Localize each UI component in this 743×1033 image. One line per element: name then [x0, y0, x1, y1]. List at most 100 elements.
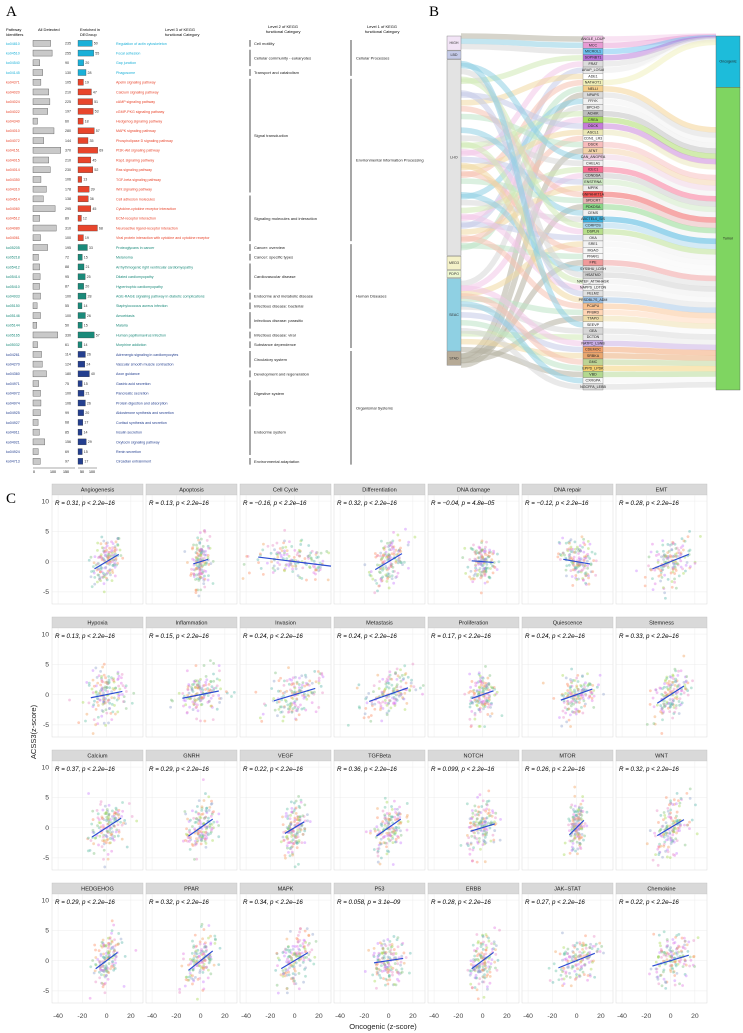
scatter-point — [379, 551, 383, 555]
enriched-value: 26 — [87, 314, 91, 318]
enriched-bar — [77, 370, 90, 377]
panel-a-kegg-table: Pathway Identifiers All Detected Enriche… — [6, 24, 424, 474]
scatter-point — [99, 579, 102, 582]
scatter-point — [679, 823, 683, 827]
scatter-point — [96, 697, 100, 701]
pathway-row: ko05410 87 20 Hypertrophic cardiomyopathy — [6, 283, 163, 290]
scatter-point — [85, 681, 89, 684]
scatter-point — [480, 557, 483, 561]
scatter-point — [204, 841, 208, 845]
scatter-point — [272, 564, 276, 568]
scatter-point — [571, 562, 575, 566]
scatter-point — [564, 692, 567, 695]
sankey-gene-label: NELLI — [588, 87, 598, 91]
scatter-point — [571, 808, 575, 811]
scatter-point — [661, 586, 665, 590]
facet-title: JAK–STAT — [554, 887, 581, 893]
scatter-point — [467, 691, 471, 695]
scatter-point — [479, 954, 483, 958]
scatter-point — [487, 936, 490, 940]
scatter-point — [93, 582, 97, 586]
scatter-point — [104, 550, 108, 554]
scatter-point — [574, 710, 578, 714]
scatter-point — [475, 704, 479, 708]
scatter-point — [282, 705, 286, 709]
scatter-point — [297, 794, 301, 798]
scatter-point — [256, 558, 260, 562]
scatter-point — [385, 812, 389, 815]
scatter-point — [209, 696, 213, 700]
scatter-point — [567, 965, 571, 969]
scatter-point — [276, 550, 280, 554]
scatter-point — [279, 553, 283, 557]
scatter-point — [278, 563, 282, 567]
scatter-point — [112, 696, 116, 700]
pathway-id: ko05414 — [6, 275, 20, 279]
header-enriched-2: DEGroup — [80, 32, 97, 37]
scatter-point — [577, 552, 580, 555]
scatter-point — [192, 575, 196, 578]
facet-plot-area — [145, 893, 238, 1004]
scatter-point — [476, 813, 479, 816]
scatter-point — [394, 693, 398, 697]
scatter-point — [314, 710, 318, 714]
header-all-detected: All Detected — [38, 27, 60, 32]
scatter-point — [99, 554, 103, 558]
scatter-point — [377, 570, 381, 574]
scatter-point — [201, 545, 205, 548]
scatter-point — [97, 843, 100, 847]
scatter-point — [289, 823, 293, 826]
scatter-point — [477, 810, 481, 814]
pathway-id: ko04540 — [6, 61, 20, 65]
scatter-point — [480, 554, 483, 558]
scatter-point — [100, 687, 104, 691]
enriched-bar — [77, 166, 94, 173]
scatter-point — [284, 948, 288, 952]
scatter-point — [487, 575, 491, 579]
scatter-point — [116, 710, 120, 714]
scatter-point — [104, 833, 108, 837]
pathway-id: ko04974 — [6, 401, 20, 405]
scatter-point — [195, 564, 199, 568]
scatter-point — [110, 550, 113, 553]
sankey-gene-label: MPRK — [588, 186, 599, 190]
scatter-point — [294, 564, 298, 568]
scatter-point — [578, 563, 582, 567]
pathway-id: ko04350 — [6, 178, 20, 182]
scatter-point — [471, 811, 475, 815]
scatter-point — [685, 791, 689, 795]
scatter-point — [594, 559, 598, 563]
scatter-point — [197, 578, 201, 582]
scatter-point — [207, 546, 211, 550]
scatter-point — [194, 555, 198, 559]
scatter-point — [113, 958, 117, 961]
scatter-point — [115, 698, 119, 702]
scatter-point — [576, 561, 580, 565]
scatter-point — [475, 681, 479, 685]
enriched-value: 50 — [94, 42, 98, 46]
scatter-point — [685, 561, 689, 564]
scatter-point — [110, 696, 114, 700]
scatter-point — [102, 691, 105, 695]
header-level2-2: functional Category — [266, 29, 300, 34]
scatter-point — [685, 675, 689, 678]
scatter-point — [204, 569, 208, 573]
scatter-point — [474, 564, 478, 568]
scatter-point — [484, 665, 487, 668]
scatter-point — [198, 567, 202, 571]
scatter-point — [198, 568, 202, 572]
enriched-bar — [77, 195, 89, 203]
scatter-point — [405, 828, 409, 832]
scatter-point — [385, 703, 389, 707]
scatter-point — [283, 698, 287, 702]
scatter-point — [286, 710, 290, 714]
level2-label: Development and regeneration — [254, 371, 309, 376]
scatter-point — [573, 566, 577, 570]
sankey-link-left — [460, 43, 584, 55]
pathway-row: ko04971 75 15 Gastric acid secretion — [6, 380, 151, 387]
scatter-point — [473, 569, 477, 573]
sankey-gene-label: PCAPU — [587, 304, 600, 308]
scatter-point — [199, 837, 203, 841]
